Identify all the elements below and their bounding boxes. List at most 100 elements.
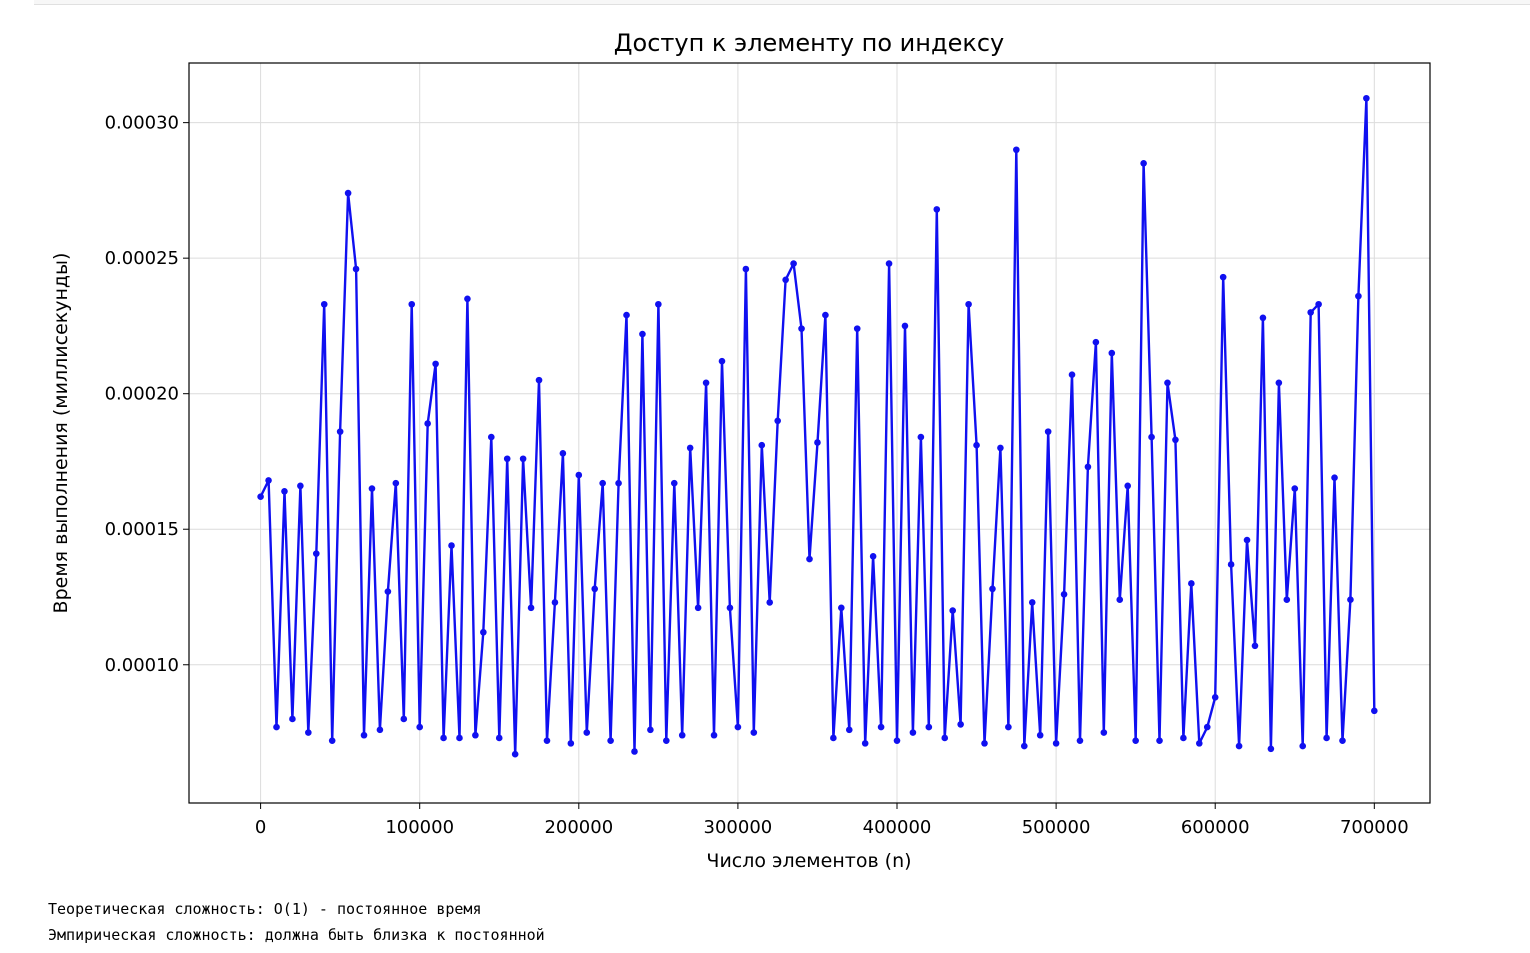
data-point xyxy=(845,726,853,734)
data-point xyxy=(559,450,567,457)
data-point xyxy=(949,607,956,614)
data-point xyxy=(440,734,447,742)
data-point xyxy=(623,311,630,319)
data-point xyxy=(774,417,781,425)
data-point xyxy=(519,455,527,463)
output-text: Теоретическая сложность: O(1) - постоянн… xyxy=(48,896,545,948)
y-tick-label: 0.00015 xyxy=(105,519,179,540)
data-point xyxy=(710,731,718,739)
data-point xyxy=(853,325,861,332)
data-point xyxy=(1188,580,1195,587)
data-point xyxy=(798,325,805,332)
data-point xyxy=(1211,693,1219,701)
x-tick-label: 500000 xyxy=(1022,817,1091,838)
data-point xyxy=(289,715,296,723)
data-point xyxy=(869,553,877,560)
data-point xyxy=(480,628,487,636)
data-point xyxy=(1331,474,1338,482)
data-point xyxy=(917,433,925,441)
data-point xyxy=(1371,707,1378,715)
x-tick-label: 600000 xyxy=(1181,817,1250,838)
data-point xyxy=(448,542,455,549)
data-point xyxy=(1251,642,1259,650)
data-point xyxy=(718,357,726,365)
data-point xyxy=(957,721,964,728)
data-point xyxy=(742,265,750,273)
data-point xyxy=(472,731,479,739)
data-point xyxy=(877,723,885,731)
data-point xyxy=(1076,737,1084,744)
data-point xyxy=(583,729,591,736)
data-point xyxy=(416,723,423,731)
data-point xyxy=(885,260,893,267)
data-point xyxy=(1036,731,1044,739)
data-point xyxy=(1235,742,1243,750)
data-point xyxy=(973,441,980,449)
data-point xyxy=(861,740,869,747)
data-point xyxy=(655,300,662,308)
data-point xyxy=(1092,338,1100,346)
data-point xyxy=(575,471,583,479)
data-point xyxy=(997,444,1004,452)
data-point xyxy=(1068,371,1076,379)
data-point xyxy=(1180,734,1187,742)
data-point xyxy=(1116,596,1124,604)
data-point xyxy=(464,295,471,303)
data-point xyxy=(782,276,789,284)
data-point xyxy=(1283,596,1291,604)
data-point xyxy=(456,734,463,742)
data-point xyxy=(400,715,408,723)
data-point xyxy=(408,300,416,308)
data-point xyxy=(1299,742,1307,750)
data-point xyxy=(1227,561,1235,568)
x-tick-label: 100000 xyxy=(385,817,454,838)
data-point xyxy=(694,604,702,612)
data-point xyxy=(543,737,551,744)
data-point xyxy=(678,731,686,739)
plot-frame xyxy=(188,62,1431,804)
data-point xyxy=(758,441,766,449)
data-point xyxy=(1044,428,1052,435)
data-point xyxy=(527,604,535,612)
ticks: 0 100000 200000 300000 400000 500000 600000 700… xyxy=(105,113,1409,838)
data-point xyxy=(814,439,821,446)
data-point xyxy=(1347,596,1354,604)
data-point xyxy=(965,300,972,308)
data-point xyxy=(1124,482,1132,490)
data-point xyxy=(686,444,694,452)
data-point xyxy=(257,493,264,500)
chart-title: Доступ к элементу по индексу xyxy=(614,29,1004,57)
data-point xyxy=(1156,737,1163,744)
data-point xyxy=(312,550,320,557)
data-point xyxy=(1052,740,1060,747)
series xyxy=(257,94,1378,758)
data-point xyxy=(1005,723,1012,731)
x-tick-label: 0 xyxy=(255,817,266,838)
data-point xyxy=(1203,723,1211,731)
data-point xyxy=(1243,536,1251,544)
data-point xyxy=(909,729,917,736)
data-point xyxy=(551,599,559,606)
data-point xyxy=(615,479,622,487)
data-point xyxy=(1196,740,1203,747)
data-point xyxy=(424,420,431,427)
data-point xyxy=(336,428,344,435)
data-point xyxy=(392,479,400,487)
data-point xyxy=(663,737,670,744)
data-point xyxy=(647,726,654,734)
data-point xyxy=(806,555,813,563)
data-point xyxy=(607,737,614,744)
data-point xyxy=(750,729,758,736)
output-line-2: Эмпирическая сложность: должна быть близ… xyxy=(48,926,545,944)
data-point xyxy=(265,477,272,484)
data-point xyxy=(1291,485,1299,492)
data-point xyxy=(1132,737,1139,744)
output-line-1: Теоретическая сложность: O(1) - постоянн… xyxy=(48,900,482,918)
data-point xyxy=(726,604,734,612)
data-point xyxy=(1315,300,1322,308)
data-point xyxy=(790,260,797,267)
data-point xyxy=(1275,379,1283,387)
data-point xyxy=(1140,159,1147,167)
data-point xyxy=(591,585,599,593)
data-point xyxy=(670,479,678,487)
